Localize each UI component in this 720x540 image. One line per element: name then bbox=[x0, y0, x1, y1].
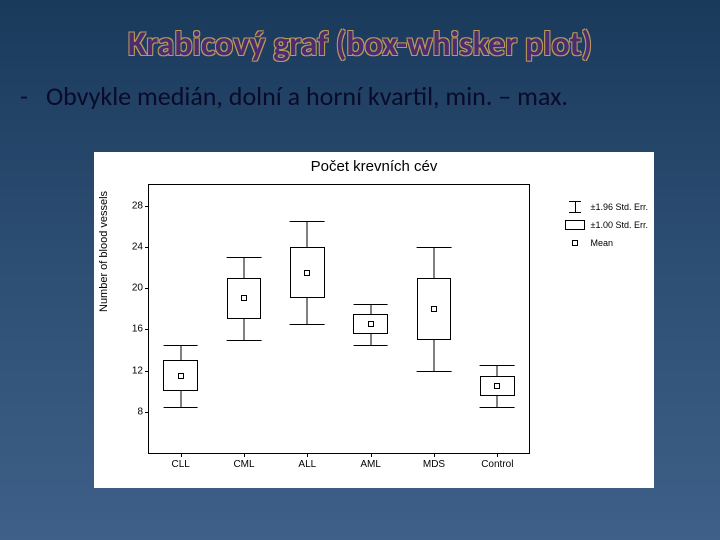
mean-icon bbox=[565, 237, 585, 249]
whisker-line bbox=[497, 365, 498, 375]
whisker-line bbox=[180, 345, 181, 360]
whisker-cap bbox=[163, 407, 198, 408]
mean-marker bbox=[241, 295, 247, 301]
legend-label: ±1.96 Std. Err. bbox=[591, 202, 648, 212]
x-tick-label: Control bbox=[481, 459, 513, 470]
x-tick-label: AML bbox=[360, 459, 381, 470]
whisker-cap bbox=[480, 365, 515, 366]
whisker-cap bbox=[480, 407, 515, 408]
y-axis-label: Number of blood vessels bbox=[98, 191, 110, 312]
whisker-cap bbox=[353, 345, 388, 346]
box-icon bbox=[565, 220, 585, 230]
whisker-line bbox=[244, 257, 245, 278]
y-tick-label: 28 bbox=[123, 200, 143, 211]
whisker-line bbox=[180, 391, 181, 406]
x-tick-label: MDS bbox=[423, 459, 445, 470]
whisker-line bbox=[307, 298, 308, 324]
y-tick-label: 12 bbox=[123, 365, 143, 376]
chart-title: Počet krevních cév bbox=[94, 158, 654, 175]
y-tick-mark bbox=[145, 412, 149, 413]
slide-title: Krabicový graf (box-whisker plot) bbox=[0, 0, 720, 65]
whisker-cap bbox=[163, 345, 198, 346]
whisker-cap bbox=[290, 221, 325, 222]
legend-label: ±1.00 Std. Err. bbox=[591, 220, 648, 230]
whisker-icon bbox=[565, 201, 585, 213]
mean-marker bbox=[494, 383, 500, 389]
y-tick-label: 24 bbox=[123, 241, 143, 252]
whisker-line bbox=[370, 334, 371, 344]
whisker-cap bbox=[227, 257, 262, 258]
whisker-cap bbox=[290, 324, 325, 325]
x-tick-mark bbox=[434, 453, 435, 457]
y-tick-mark bbox=[145, 329, 149, 330]
whisker-line bbox=[434, 340, 435, 371]
y-tick-label: 20 bbox=[123, 283, 143, 294]
y-tick-mark bbox=[145, 371, 149, 372]
y-tick-mark bbox=[145, 206, 149, 207]
mean-marker bbox=[304, 270, 310, 276]
x-tick-mark bbox=[307, 453, 308, 457]
whisker-line bbox=[370, 304, 371, 314]
legend-item-whisker: ±1.96 Std. Err. bbox=[565, 200, 648, 214]
legend-item-box: ±1.00 Std. Err. bbox=[565, 218, 648, 232]
mean-marker bbox=[368, 321, 374, 327]
legend-item-mean: Mean bbox=[565, 236, 648, 250]
whisker-cap bbox=[227, 340, 262, 341]
bullet-dash: - bbox=[20, 81, 28, 112]
slide: Krabicový graf (box-whisker plot) - Obvy… bbox=[0, 0, 720, 540]
mean-marker bbox=[431, 306, 437, 312]
x-tick-label: CLL bbox=[171, 459, 189, 470]
mean-marker bbox=[178, 373, 184, 379]
whisker-line bbox=[307, 221, 308, 247]
y-tick-label: 16 bbox=[123, 324, 143, 335]
whisker-line bbox=[434, 247, 435, 278]
y-tick-mark bbox=[145, 247, 149, 248]
x-tick-mark bbox=[244, 453, 245, 457]
legend: ±1.96 Std. Err. ±1.00 Std. Err. Mean bbox=[565, 200, 648, 254]
whisker-cap bbox=[353, 304, 388, 305]
x-tick-mark bbox=[497, 453, 498, 457]
x-tick-mark bbox=[371, 453, 372, 457]
whisker-line bbox=[497, 396, 498, 406]
slide-subtitle: Obvykle medián, dolní a horní kvartil, m… bbox=[46, 81, 568, 112]
legend-label: Mean bbox=[591, 238, 614, 248]
subtitle-row: - Obvykle medián, dolní a horní kvartil,… bbox=[0, 81, 720, 112]
boxplot-chart: Počet krevních cév Number of blood vesse… bbox=[94, 152, 654, 488]
whisker-line bbox=[244, 319, 245, 340]
x-tick-mark bbox=[181, 453, 182, 457]
y-tick-label: 8 bbox=[123, 406, 143, 417]
whisker-cap bbox=[417, 371, 452, 372]
whisker-cap bbox=[417, 247, 452, 248]
y-tick-mark bbox=[145, 288, 149, 289]
x-tick-label: ALL bbox=[298, 459, 316, 470]
plot-area: 81216202428CLLCMLALLAMLMDSControl bbox=[148, 184, 530, 454]
x-tick-label: CML bbox=[233, 459, 254, 470]
